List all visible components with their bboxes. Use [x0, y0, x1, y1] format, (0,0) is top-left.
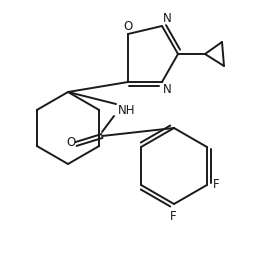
Text: O: O: [123, 20, 133, 33]
Text: F: F: [213, 178, 220, 192]
Text: F: F: [170, 210, 176, 223]
Text: N: N: [163, 83, 172, 96]
Text: NH: NH: [118, 103, 135, 117]
Text: O: O: [66, 136, 76, 149]
Text: N: N: [163, 12, 172, 25]
